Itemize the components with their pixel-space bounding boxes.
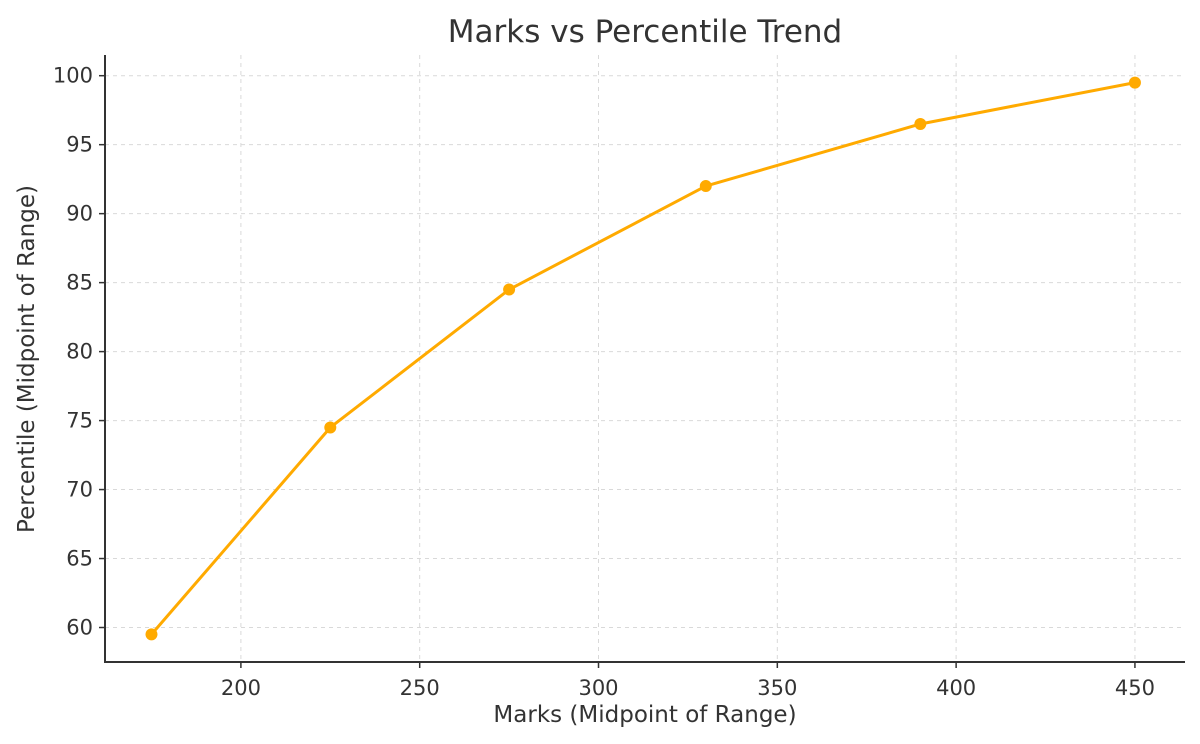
- grid-lines: [105, 55, 1185, 662]
- y-tick-label: 100: [53, 64, 93, 88]
- y-tick-label: 85: [66, 271, 93, 295]
- y-tick-label: 95: [66, 133, 93, 157]
- data-point: [699, 180, 712, 193]
- data-point: [1128, 76, 1141, 89]
- data-point: [914, 117, 927, 130]
- series-line: [149, 81, 1137, 636]
- x-tick-label: 300: [578, 676, 618, 700]
- y-tick-label: 65: [66, 547, 93, 571]
- y-tick-label: 80: [66, 340, 93, 364]
- data-point: [324, 421, 337, 434]
- x-tick-label: 200: [221, 676, 261, 700]
- chart-title: Marks vs Percentile Trend: [448, 14, 842, 50]
- y-tick-label: 75: [66, 409, 93, 433]
- y-tick-label: 90: [66, 202, 93, 226]
- axes: [99, 55, 1185, 668]
- data-point: [503, 283, 516, 296]
- x-axis-label: Marks (Midpoint of Range): [493, 702, 796, 728]
- x-tick-label: 250: [400, 676, 440, 700]
- x-tick-label: 400: [936, 676, 976, 700]
- series-layer: [145, 76, 1141, 641]
- x-tick-label: 450: [1115, 676, 1155, 700]
- tick-labels: 200 250 300 350 400 450 60 65 70 75 80 85 90 95 100: [53, 64, 1155, 700]
- y-axis-label: Percentile (Midpoint of Range): [14, 185, 40, 533]
- y-tick-label: 70: [66, 478, 93, 502]
- y-tick-label: 60: [66, 616, 93, 640]
- x-tick-label: 350: [757, 676, 797, 700]
- data-point: [145, 628, 158, 641]
